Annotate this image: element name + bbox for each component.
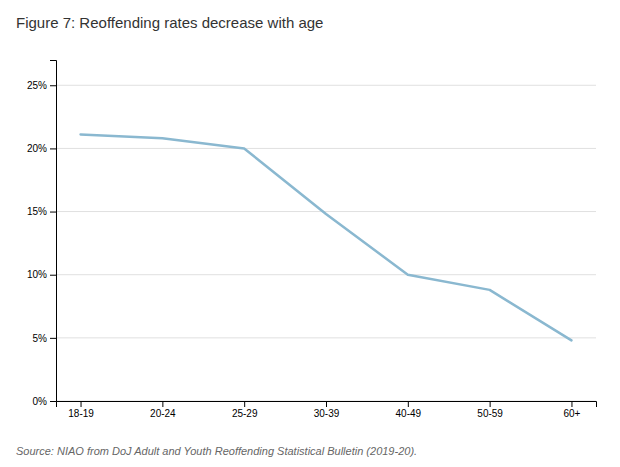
y-tick: 25%: [27, 80, 56, 91]
y-tick: 15%: [27, 206, 56, 217]
title: Figure 7: Reoffending rates decrease wit…: [16, 14, 323, 31]
x-tick-label: 18-19: [68, 408, 94, 419]
x-tick-mark: [244, 401, 245, 407]
y-tick-mark: [50, 212, 56, 213]
x-tick: 40-49: [396, 401, 422, 419]
grid-line: [56, 274, 596, 275]
x-tick-mark: [162, 401, 163, 407]
marks: [81, 135, 572, 341]
x-tick-mark: [408, 401, 409, 407]
x-tick-mark: [326, 401, 327, 407]
y-axis: 0% 5% 10% 15% 20% 25%: [27, 61, 57, 407]
y-tick-mark: [50, 338, 56, 339]
x-tick: 20-24: [150, 401, 176, 419]
x-axis: 18-19 20-24 25-29 30-39 40-49 50-59 60+: [57, 401, 597, 419]
y-tick-label: 0%: [33, 396, 48, 407]
y-tick-label: 5%: [33, 333, 48, 344]
y-tick-mark: [50, 148, 56, 149]
y-tick-label: 15%: [27, 206, 47, 217]
y-tick: 0%: [33, 396, 56, 407]
y-tick: 5%: [33, 333, 56, 344]
x-tick-mark: [571, 401, 572, 407]
chart-svg: Figure 7: Reoffending rates decrease wit…: [0, 0, 620, 467]
x-tick: 18-19: [68, 401, 94, 419]
annotation: Source: NIAO from DoJ Adult and Youth Re…: [16, 445, 417, 457]
x-tick-label: 60+: [563, 408, 580, 419]
grid-line: [56, 85, 596, 86]
y-tick-label: 25%: [27, 80, 47, 91]
x-tick-label: 30-39: [314, 408, 340, 419]
y-tick-mark: [50, 275, 56, 276]
x-tick: 30-39: [314, 401, 340, 419]
grid-line: [56, 337, 596, 338]
x-tick-label: 50-59: [477, 408, 503, 419]
y-axis-line: [50, 61, 57, 402]
y-tick-mark: [50, 401, 56, 402]
grid-line: [56, 211, 596, 212]
y-tick: 20%: [27, 143, 56, 154]
y-tick-label: 20%: [27, 143, 47, 154]
x-tick: 60+: [563, 401, 580, 419]
x-tick-mark: [81, 401, 82, 407]
x-tick: 25-29: [232, 401, 258, 419]
grid: [56, 85, 596, 401]
plot-area: 0% 5% 10% 15% 20% 25% 18-19 20-24 25-29 30-39 40-4…: [27, 61, 597, 420]
x-axis-line: [57, 402, 597, 408]
chart-container: Figure 7: Reoffending rates decrease wit…: [0, 0, 620, 467]
y-tick-label: 10%: [27, 269, 47, 280]
x-tick-label: 40-49: [396, 408, 422, 419]
x-tick-mark: [490, 401, 491, 407]
y-tick: 10%: [27, 269, 56, 280]
y-tick-mark: [50, 85, 56, 86]
x-tick-label: 25-29: [232, 408, 258, 419]
line: [81, 135, 572, 341]
x-tick: 50-59: [477, 401, 503, 419]
grid-line: [56, 148, 596, 149]
x-tick-label: 20-24: [150, 408, 176, 419]
